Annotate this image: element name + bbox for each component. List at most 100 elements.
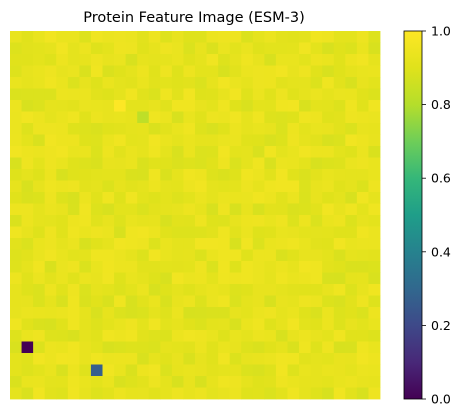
heatmap-cell	[160, 100, 173, 112]
heatmap-cell	[299, 215, 312, 227]
heatmap-cell	[171, 238, 184, 250]
heatmap-cell	[102, 215, 115, 227]
heatmap-cell	[137, 226, 150, 239]
heatmap-cell	[10, 77, 22, 89]
heatmap-cell	[33, 341, 46, 354]
heatmap-cell	[56, 261, 69, 273]
heatmap-cell	[171, 284, 184, 296]
heatmap-cell	[67, 295, 80, 308]
heatmap-cell	[90, 88, 103, 101]
heatmap-cell	[67, 261, 80, 273]
heatmap-cell	[10, 169, 22, 181]
heatmap-cell	[333, 192, 346, 204]
heatmap-cell	[264, 226, 277, 239]
heatmap-cell	[206, 261, 219, 273]
heatmap-cell	[67, 307, 80, 319]
heatmap-cell	[206, 134, 219, 147]
heatmap-cell	[102, 226, 115, 239]
heatmap-cell	[345, 77, 358, 89]
heatmap-cell	[125, 261, 138, 273]
heatmap-cell	[368, 203, 381, 216]
heatmap-cell	[299, 376, 312, 388]
heatmap-cell	[229, 88, 242, 101]
heatmap-cell	[195, 157, 207, 170]
heatmap-cell	[79, 77, 92, 89]
heatmap-cell	[287, 215, 300, 227]
heatmap-cell	[67, 215, 80, 227]
heatmap-cell	[252, 42, 265, 55]
heatmap-cell	[264, 318, 277, 331]
heatmap-cell	[356, 295, 369, 308]
heatmap-cell	[148, 226, 161, 239]
heatmap-cell	[137, 215, 150, 227]
heatmap-cell	[264, 387, 277, 400]
heatmap-cell	[252, 203, 265, 216]
heatmap-cell	[206, 123, 219, 135]
heatmap-cell	[310, 330, 323, 342]
heatmap-cell	[345, 65, 358, 78]
heatmap-cell	[287, 100, 300, 112]
heatmap-cell	[90, 341, 103, 354]
heatmap-cell	[287, 146, 300, 158]
heatmap-cell	[21, 169, 34, 181]
heatmap-cell	[137, 284, 150, 296]
heatmap-cell	[287, 376, 300, 388]
heatmap-cell	[356, 54, 369, 66]
heatmap-cell	[125, 249, 138, 262]
heatmap-cell	[206, 364, 219, 377]
heatmap-cell	[56, 54, 69, 66]
heatmap-cell	[218, 387, 231, 400]
heatmap-cell	[368, 376, 381, 388]
heatmap-cell	[229, 111, 242, 124]
heatmap-cell	[67, 65, 80, 78]
heatmap-cell	[56, 376, 69, 388]
heatmap-cell	[79, 192, 92, 204]
heatmap-cell	[275, 157, 288, 170]
heatmap-cell	[252, 353, 265, 365]
heatmap-cell	[137, 146, 150, 158]
heatmap-cell	[21, 353, 34, 365]
heatmap-cell	[67, 100, 80, 112]
heatmap-cell	[322, 330, 335, 342]
heatmap-cell	[299, 318, 312, 331]
heatmap-cell	[218, 146, 231, 158]
heatmap-cell	[241, 203, 254, 216]
heatmap-cell	[183, 295, 196, 308]
heatmap-cell	[299, 42, 312, 55]
heatmap-cell	[171, 65, 184, 78]
heatmap-cell	[21, 215, 34, 227]
heatmap-cell	[33, 180, 46, 193]
heatmap-cell	[218, 111, 231, 124]
heatmap-cell	[195, 353, 207, 365]
heatmap-cell	[310, 226, 323, 239]
heatmap-cell	[229, 238, 242, 250]
colorbar-tick-label: 0.6	[431, 171, 451, 186]
heatmap-cell	[275, 54, 288, 66]
heatmap-cell	[33, 203, 46, 216]
heatmap-cell	[310, 111, 323, 124]
heatmap-cell	[137, 330, 150, 342]
heatmap-cell	[287, 307, 300, 319]
heatmap-cell	[299, 261, 312, 273]
heatmap-cell	[67, 318, 80, 331]
heatmap-cell	[218, 134, 231, 147]
heatmap-cell	[44, 215, 57, 227]
heatmap-cell	[287, 203, 300, 216]
heatmap-cell	[67, 77, 80, 89]
heatmap-cell	[10, 88, 22, 101]
heatmap-cell	[241, 123, 254, 135]
heatmap-cell	[275, 134, 288, 147]
heatmap-cell	[275, 123, 288, 135]
heatmap-cell	[356, 77, 369, 89]
heatmap-cell	[356, 146, 369, 158]
heatmap-cell	[114, 330, 127, 342]
heatmap-cell	[229, 272, 242, 285]
heatmap-cell	[345, 169, 358, 181]
heatmap-cell	[67, 376, 80, 388]
heatmap-cell	[148, 261, 161, 273]
heatmap-cell	[252, 146, 265, 158]
heatmap-cell	[183, 272, 196, 285]
heatmap-cell	[368, 215, 381, 227]
heatmap-cell	[160, 203, 173, 216]
heatmap-cell	[160, 249, 173, 262]
